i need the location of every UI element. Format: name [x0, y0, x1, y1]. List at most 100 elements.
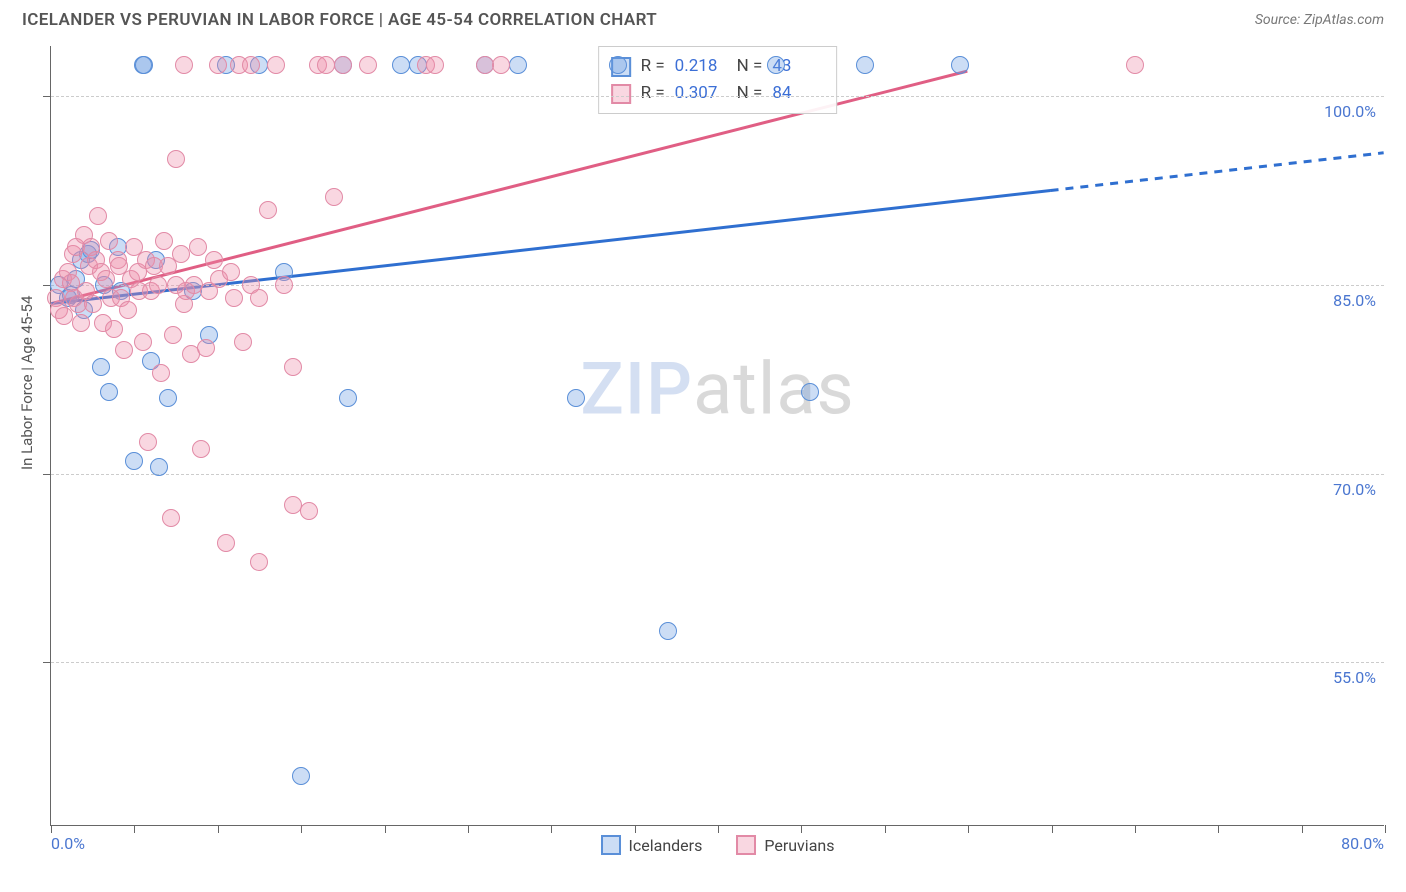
data-point: [185, 276, 203, 294]
data-point: [225, 289, 243, 307]
data-point: [334, 56, 352, 74]
r-label: R =: [641, 53, 665, 80]
data-point: [69, 295, 87, 313]
y-axis-title: In Labor Force | Age 45-54: [18, 296, 36, 470]
data-point: [200, 282, 218, 300]
data-point: [75, 226, 93, 244]
data-point: [292, 767, 310, 785]
data-point: [417, 56, 435, 74]
swatch-a-icon: [601, 835, 621, 855]
data-point: [409, 56, 427, 74]
data-point: [339, 389, 357, 407]
top-legend: R = 0.218 N = 43 R = 0.307 N = 84: [598, 46, 838, 114]
swatch-b-icon: [611, 84, 631, 104]
watermark-atlas: atlas: [693, 346, 855, 431]
y-tick-label: 55.0%: [1333, 668, 1376, 687]
y-tick: [43, 285, 51, 286]
data-point: [125, 238, 143, 256]
data-point: [109, 238, 127, 256]
data-point: [659, 622, 677, 640]
y-tick-label: 70.0%: [1333, 480, 1376, 499]
swatch-b-icon: [736, 835, 756, 855]
x-tick: [301, 825, 302, 833]
gridline: [51, 662, 1384, 663]
x-tick: [468, 825, 469, 833]
data-point: [275, 276, 293, 294]
data-point: [135, 56, 153, 74]
data-point: [250, 289, 268, 307]
data-point: [197, 339, 215, 357]
data-point: [87, 251, 105, 269]
y-tick-label: 100.0%: [1324, 102, 1376, 121]
data-point: [112, 282, 130, 300]
data-point: [159, 389, 177, 407]
data-point: [72, 251, 90, 269]
data-point: [102, 289, 120, 307]
swatch-a-icon: [611, 57, 631, 77]
data-point: [184, 282, 202, 300]
data-point: [145, 257, 163, 275]
data-point: [139, 433, 157, 451]
data-point: [115, 341, 133, 359]
data-point: [217, 534, 235, 552]
data-point: [509, 56, 527, 74]
data-point: [112, 289, 130, 307]
data-point: [130, 282, 148, 300]
data-point: [492, 56, 510, 74]
data-point: [95, 276, 113, 294]
data-point: [192, 440, 210, 458]
data-point: [152, 364, 170, 382]
data-point: [94, 314, 112, 332]
x-tick: [718, 825, 719, 833]
data-point: [142, 282, 160, 300]
data-point: [59, 289, 77, 307]
data-point: [62, 286, 80, 304]
watermark: ZIPatlas: [580, 346, 854, 431]
chart-title: ICELANDER VS PERUVIAN IN LABOR FORCE | A…: [22, 10, 657, 30]
data-point: [205, 251, 223, 269]
x-tick: [1302, 825, 1303, 833]
legend-item-b: Peruvians: [736, 835, 834, 855]
x-tick: [385, 825, 386, 833]
x-tick: [1052, 825, 1053, 833]
data-point: [67, 270, 85, 288]
data-point: [50, 301, 68, 319]
data-point: [72, 314, 90, 332]
y-tick: [43, 662, 51, 663]
data-point: [92, 263, 110, 281]
data-point: [67, 238, 85, 256]
data-point: [801, 383, 819, 401]
data-point: [175, 56, 193, 74]
data-point: [210, 270, 228, 288]
data-point: [175, 295, 193, 313]
data-point: [172, 245, 190, 263]
r-label: R =: [641, 80, 665, 107]
data-point: [100, 232, 118, 250]
gridline: [51, 474, 1384, 475]
data-point: [147, 251, 165, 269]
data-point: [162, 509, 180, 527]
x-tick: [801, 825, 802, 833]
x-tick: [968, 825, 969, 833]
data-point: [125, 452, 143, 470]
source-label: Source: ZipAtlas.com: [1255, 12, 1384, 28]
data-point: [250, 56, 268, 74]
data-point: [167, 276, 185, 294]
data-point: [267, 56, 285, 74]
data-point: [150, 458, 168, 476]
y-tick: [43, 96, 51, 97]
data-point: [75, 301, 93, 319]
data-point: [59, 263, 77, 281]
data-point: [134, 333, 152, 351]
data-point: [951, 56, 969, 74]
n-value-a: 43: [772, 53, 824, 80]
data-point: [359, 56, 377, 74]
data-point: [122, 270, 140, 288]
data-point: [182, 345, 200, 363]
data-point: [200, 326, 218, 344]
data-point: [856, 56, 874, 74]
data-point: [79, 245, 97, 263]
n-value-b: 84: [772, 80, 824, 107]
data-point: [426, 56, 444, 74]
data-point: [259, 201, 277, 219]
